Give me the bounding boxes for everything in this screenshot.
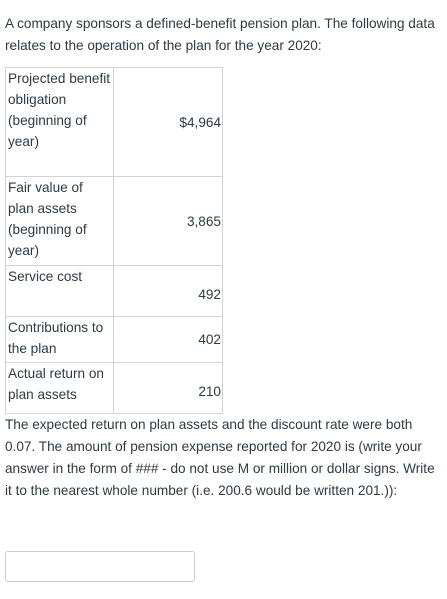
table-row: Actual return on plan assets 210	[5, 362, 223, 414]
row-label: Actual return on plan assets	[5, 362, 114, 414]
row-label: Contributions to the plan	[5, 316, 114, 363]
table-row: Contributions to the plan 402	[5, 316, 223, 363]
row-value: 492	[113, 265, 223, 317]
intro-text: A company sponsors a defined-benefit pen…	[5, 16, 435, 53]
row-label: Service cost	[5, 265, 114, 317]
table-row: Fair value of plan assets (beginning of …	[5, 176, 223, 266]
row-label: Projected benefit obligation (beginning …	[5, 67, 114, 177]
row-value: 3,865	[113, 176, 223, 266]
table-row: Service cost 492	[5, 265, 223, 317]
pension-data-table: Projected benefit obligation (beginning …	[5, 67, 223, 414]
question-text: The expected return on plan assets and t…	[5, 417, 435, 498]
row-value: 210	[113, 362, 223, 414]
row-value: 402	[113, 316, 223, 363]
row-label: Fair value of plan assets (beginning of …	[5, 176, 114, 266]
table-row: Projected benefit obligation (beginning …	[5, 67, 223, 177]
row-value: $4,964	[113, 67, 223, 177]
answer-input[interactable]	[5, 551, 195, 582]
